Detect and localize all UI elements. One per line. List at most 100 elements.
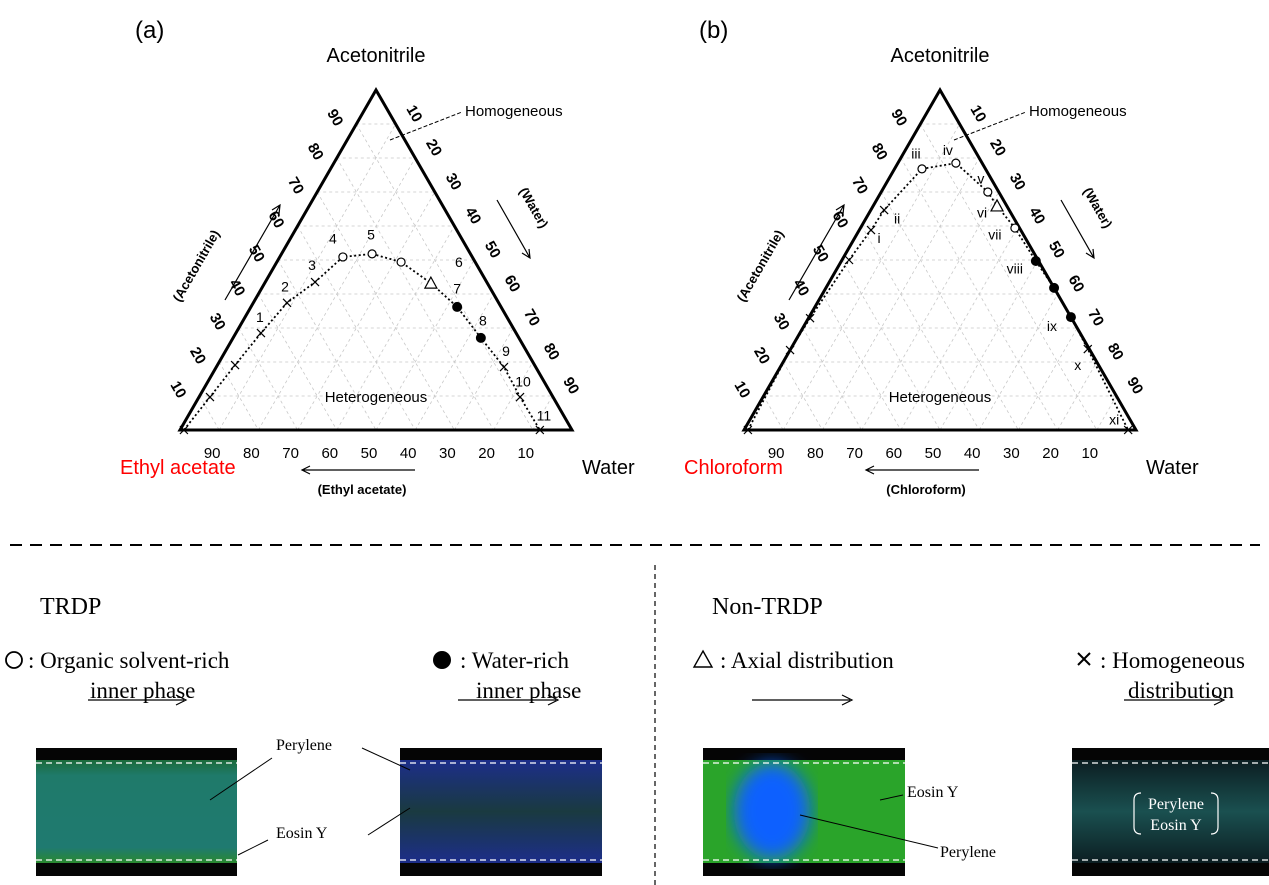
tick-label: 30 (1003, 445, 1020, 462)
vertex-label: Water (582, 457, 635, 479)
image-label: Perylene (276, 737, 332, 754)
point-label: 10 (515, 374, 531, 390)
vertex-label: Water (1146, 457, 1199, 479)
tick-label: 10 (517, 445, 534, 462)
tick-label: 50 (925, 445, 942, 462)
tick-label: 40 (1025, 204, 1048, 227)
axis-arrow (302, 466, 415, 474)
tick-label: 20 (1042, 445, 1059, 462)
tick-label: 30 (439, 445, 456, 462)
tick-label: 80 (868, 140, 891, 163)
tick-label: 40 (964, 445, 981, 462)
image-label: Eosin Y (1150, 817, 1202, 834)
tick-label: 30 (442, 170, 465, 193)
tick-label: 70 (1084, 306, 1107, 329)
marker (476, 333, 486, 343)
axis-title: (Water) (516, 185, 551, 231)
tick-label: 20 (750, 344, 773, 367)
tick-label: 90 (1123, 374, 1146, 397)
marker (257, 329, 265, 337)
point-label: vi (977, 205, 987, 221)
grid-line (803, 328, 862, 430)
marker (500, 363, 508, 371)
point-label: i (877, 230, 880, 246)
vertex-label: Acetonitrile (891, 45, 990, 67)
point-label: 4 (329, 231, 337, 247)
micrograph (400, 760, 602, 863)
perylene-plug (734, 763, 810, 859)
tick-label: 10 (1081, 445, 1098, 462)
legend-text: : Organic solvent-rich (28, 648, 230, 673)
region-label: Heterogeneous (889, 389, 992, 406)
marker (311, 278, 319, 286)
point-label: vii (988, 227, 1001, 243)
marker (516, 393, 524, 401)
point-label: 8 (479, 313, 487, 329)
tick-label: 30 (1006, 170, 1029, 193)
section-title: TRDP (40, 594, 101, 620)
tick-label: 90 (887, 106, 910, 129)
vertex-label: Ethyl acetate (120, 457, 236, 479)
figure: TRDP Non-TRDP Perylene Eosin Y Eosin Y P… (0, 0, 1269, 885)
tick-label: 80 (1104, 340, 1127, 363)
tick-label: 40 (461, 204, 484, 227)
legend-panel: TRDP Non-TRDP Perylene Eosin Y Eosin Y P… (6, 594, 1269, 876)
tick-label: 60 (501, 272, 524, 295)
vertex-label: Chloroform (684, 457, 783, 479)
tick-label: 30 (770, 310, 793, 333)
point-label: xi (1109, 412, 1119, 428)
tick-label: 20 (422, 136, 445, 159)
marker (397, 258, 405, 266)
tick-label: 80 (807, 445, 824, 462)
point-label: viii (1007, 261, 1023, 277)
point-label: 5 (367, 227, 375, 243)
point-label: ix (1047, 318, 1057, 334)
marker (918, 165, 926, 173)
marker (867, 226, 875, 234)
legend-symbol (433, 651, 451, 669)
marker (845, 256, 853, 264)
tick-label: 70 (846, 445, 863, 462)
marker (206, 393, 214, 401)
region-label: Homogeneous (465, 103, 563, 120)
image-label: Eosin Y (907, 784, 959, 801)
tick-label: 20 (478, 445, 495, 462)
tick-label: 80 (304, 140, 327, 163)
marker (368, 250, 376, 258)
tick-label: 50 (481, 238, 504, 261)
tick-label: 60 (885, 445, 902, 462)
grid-line (764, 396, 784, 430)
tick-label: 90 (559, 374, 582, 397)
panel-label: (a) (135, 17, 164, 44)
tick-label: 60 (1065, 272, 1088, 295)
tick-label: 50 (361, 445, 378, 462)
tick-label: 20 (986, 136, 1009, 159)
legend-symbol (1078, 653, 1090, 665)
image-label: Perylene (1148, 796, 1204, 813)
axis-title: (Acetonitrile) (170, 227, 223, 304)
point-label: 2 (281, 279, 289, 295)
point-label: x (1074, 357, 1081, 373)
tick-label: 20 (186, 344, 209, 367)
flow-arrows (88, 695, 1224, 705)
point-label: iv (943, 142, 953, 158)
region-label: Heterogeneous (325, 389, 428, 406)
tick-label: 10 (967, 102, 990, 125)
grid-line (219, 124, 395, 430)
point-label: iii (911, 146, 920, 162)
tick-label: 10 (731, 378, 754, 401)
tick-label: 70 (282, 445, 299, 462)
marker (1011, 224, 1019, 232)
image-label: Eosin Y (276, 825, 328, 842)
axis-arrow (789, 205, 844, 300)
legend-text: : Homogeneous (1100, 648, 1245, 673)
legend-text: inner phase (476, 678, 581, 703)
point-label: ii (894, 211, 900, 227)
marker (1066, 312, 1076, 322)
axis-title: (Chloroform) (886, 482, 965, 497)
tick-label: 90 (323, 106, 346, 129)
grid-line (1018, 328, 1077, 430)
marker (984, 188, 992, 196)
micrograph (36, 760, 237, 863)
